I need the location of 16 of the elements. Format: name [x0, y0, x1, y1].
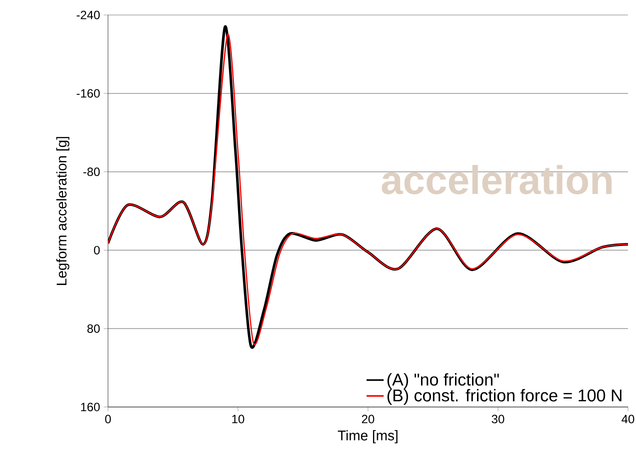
y-tick-label: 80 — [87, 324, 100, 333]
y-tick-label: -80 — [83, 168, 100, 176]
x-axis-title: Time [ms] — [338, 430, 398, 444]
x-tick-label: 20 — [362, 414, 374, 424]
x-tick-label: 10 — [232, 414, 244, 424]
x-tick-label: 30 — [492, 414, 504, 424]
y-tick-label: 160 — [81, 402, 100, 412]
y-tick-label: -240 — [76, 10, 100, 20]
annotation: acceleration — [382, 164, 612, 194]
y-axis-title: Legform acceleration [g] — [56, 136, 70, 285]
x-tick-label: 40 — [622, 414, 634, 424]
y-tick-label: -160 — [76, 89, 100, 98]
x-tick-label: 0 — [105, 414, 111, 424]
y-tick-label: 0 — [94, 246, 100, 254]
legend-label: (A) "no friction" — [387, 373, 499, 389]
legend-label: (B) const. friction force = 100 N — [387, 388, 622, 405]
